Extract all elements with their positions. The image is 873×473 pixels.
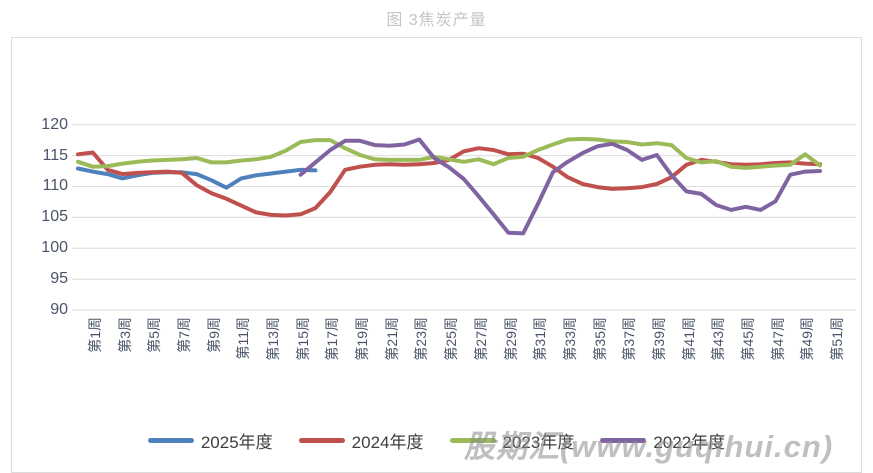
legend-label: 2025年度 [200,433,273,452]
x-axis-label-23: 第23周 [413,317,430,361]
series-line-2022年度 [298,137,822,236]
x-axis-label-25: 第25周 [443,317,460,361]
y-axis-label-95: 95 [50,270,68,288]
x-axis-label-9: 第9周 [205,317,222,353]
series-line-2023年度 [76,136,822,170]
x-axis-label-5: 第5周 [146,317,163,353]
x-axis-label-7: 第7周 [176,317,193,353]
y-axis-label-90: 90 [50,301,68,318]
legend-item-2023年度: 2023年度 [449,428,575,453]
x-axis-label-39: 第39周 [650,317,667,361]
x-axis-label-43: 第43周 [710,317,727,361]
x-axis-label-49: 第49周 [799,317,816,361]
legend-line-swatch [449,438,496,443]
x-axis-label-3: 第3周 [116,317,133,353]
x-axis-label-35: 第35周 [591,317,608,361]
x-axis-label-45: 第45周 [739,317,756,361]
x-axis-label-13: 第13周 [265,317,282,361]
legend-item-2025年度: 2025年度 [147,428,273,453]
legend-item-2024年度: 2024年度 [298,428,424,453]
x-axis-label-21: 第21周 [383,317,400,361]
x-axis-label-33: 第33周 [561,317,578,361]
legend-line-swatch [147,438,194,443]
x-axis-label-17: 第17周 [324,317,341,361]
legend-line-swatch [298,438,345,443]
watermark-text: 股期汇(www.guqihui.cn) [464,429,834,464]
x-axis-label-27: 第27周 [472,317,489,361]
x-axis-label-29: 第29周 [502,317,519,361]
chart-frame [11,37,862,473]
x-axis-label-11: 第11周 [235,317,252,360]
legend-label: 2024年度 [351,433,424,452]
chart-title: 图 3焦炭产量 [386,12,487,29]
x-axis-label-1: 第1周 [87,317,103,353]
y-axis-label-120: 120 [41,115,68,133]
x-axis-label-41: 第41周 [680,317,697,361]
series-line-2025年度 [76,166,318,190]
x-axis-label-47: 第47周 [769,317,786,361]
legend-line-swatch [600,438,647,443]
x-axis-label-15: 第15周 [294,317,311,361]
y-axis-label-110: 110 [42,177,68,195]
x-axis-label-19: 第19周 [354,317,371,361]
x-axis-label-51: 第51周 [829,317,845,361]
y-axis-label-115: 115 [42,146,68,164]
x-axis-label-31: 第31周 [532,317,549,361]
y-axis-label-105: 105 [41,208,68,226]
legend-item-2022年度: 2022年度 [600,428,725,453]
y-axis-label-100: 100 [41,239,68,257]
chart-legend: 2025年度 2024年度 2023年度 2022年度 [0,428,873,453]
x-axis-label-37: 第37周 [621,317,638,361]
legend-label: 2023年度 [502,433,575,452]
legend-label: 2022年度 [653,433,726,452]
